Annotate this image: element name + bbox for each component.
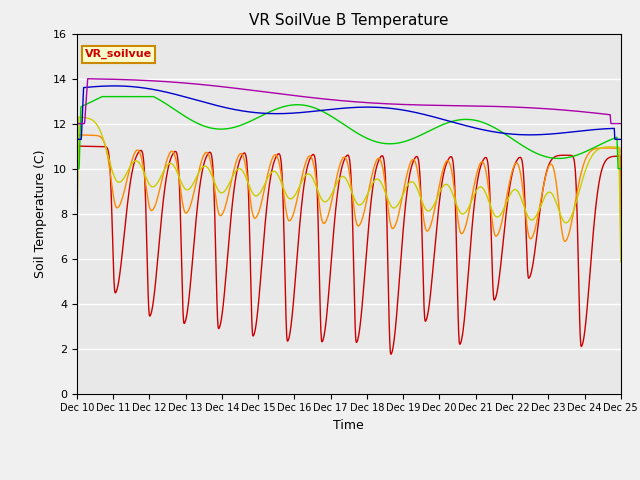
B-40_T [323,107,331,113]
B-40_T [338,106,346,111]
Line: B-10_T: B-10_T [77,135,621,264]
B-10_T [502,201,509,206]
B-05_T [617,213,625,218]
B-30_T [73,166,81,171]
Line: B-40_T: B-40_T [77,86,621,139]
X-axis label: Time: Time [333,419,364,432]
B-50_T [323,96,331,102]
B-05_T [338,166,346,171]
B-10_T [617,238,625,243]
B-10_T [101,141,109,147]
Line: B-30_T: B-30_T [77,96,621,168]
B-20_T [73,243,81,249]
Line: B-20_T: B-20_T [77,117,621,262]
B-10_T [602,145,609,151]
B-50_T [101,76,109,82]
B-40_T [617,136,625,142]
Line: B-50_T: B-50_T [77,79,621,123]
B-05_T [323,308,331,313]
B-20_T [502,202,509,208]
B-40_T [73,136,81,142]
B-05_T [602,158,609,164]
B-10_T [74,132,82,138]
B-50_T [84,76,92,82]
B-20_T [601,144,609,150]
B-20_T [602,144,609,150]
B-05_T [602,158,609,164]
Y-axis label: Soil Temperature (C): Soil Temperature (C) [35,149,47,278]
B-30_T [338,120,346,126]
B-05_T [73,267,81,273]
Legend: B-05_T, B-10_T, B-20_T, B-30_T, B-40_T, B-50_T: B-05_T, B-10_T, B-20_T, B-30_T, B-40_T, … [138,476,560,480]
Text: VR_soilvue: VR_soilvue [85,49,152,59]
B-30_T [601,139,609,145]
B-30_T [602,139,609,145]
B-50_T [601,111,609,117]
B-50_T [338,98,346,104]
B-05_T [74,143,81,149]
B-30_T [323,111,331,117]
Line: B-05_T: B-05_T [77,146,621,354]
B-50_T [73,120,81,126]
B-40_T [602,126,609,132]
Title: VR SoilVue B Temperature: VR SoilVue B Temperature [249,13,449,28]
B-20_T [338,174,346,180]
B-10_T [338,157,346,163]
B-30_T [99,94,106,99]
B-20_T [323,198,331,204]
B-40_T [111,83,118,89]
B-10_T [323,216,331,221]
B-40_T [502,131,509,136]
B-40_T [100,83,108,89]
B-40_T [601,126,609,132]
B-05_T [101,144,109,150]
B-10_T [73,261,81,267]
B-50_T [617,120,625,126]
B-20_T [101,141,109,147]
B-05_T [387,351,395,357]
B-05_T [502,215,509,221]
B-10_T [601,145,609,151]
B-50_T [602,111,609,117]
B-30_T [101,94,109,99]
B-30_T [617,166,625,171]
B-30_T [502,132,509,137]
B-20_T [75,114,83,120]
B-20_T [617,259,625,265]
B-50_T [502,104,509,109]
